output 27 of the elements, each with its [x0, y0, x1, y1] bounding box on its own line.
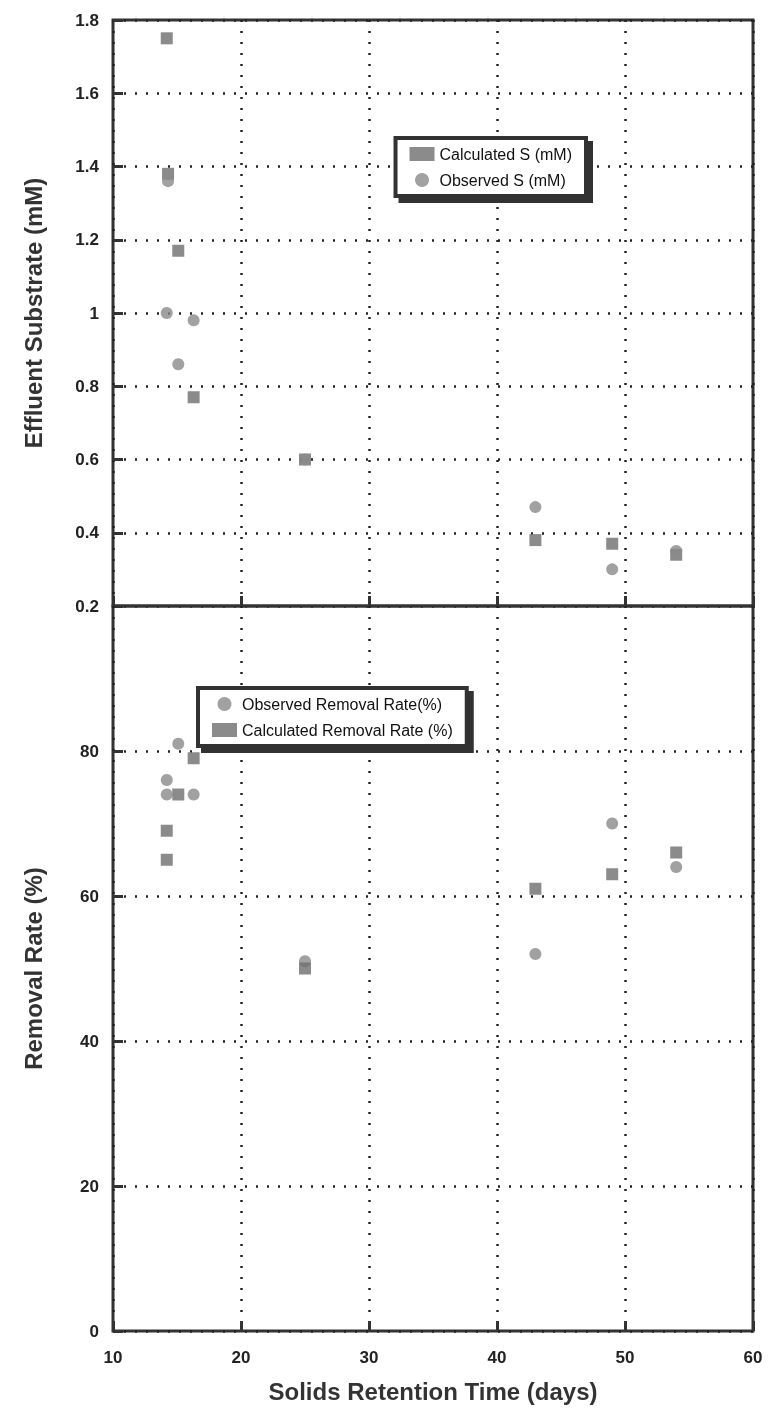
legend-label: Calculated Removal Rate (%) [242, 721, 453, 739]
legend-label: Observed S (mM) [439, 171, 566, 189]
y-tick-label: 0.2 [75, 596, 99, 616]
y-tick-label: 40 [80, 1031, 99, 1051]
y-tick-label: 1.6 [75, 83, 99, 103]
x-tick-label: 20 [231, 1348, 251, 1367]
y-tick-label: 1.2 [75, 230, 99, 250]
x-tick-label: 50 [615, 1348, 635, 1367]
y-axis-title: Removal Rate (%) [19, 867, 47, 1070]
y-tick-label: 0.4 [75, 523, 100, 543]
legend-label: Observed Removal Rate(%) [242, 695, 443, 713]
y-tick-label: 80 [80, 741, 99, 761]
legend-label: Calculated S (mM) [439, 145, 573, 163]
y-tick-label: 0.6 [75, 450, 99, 469]
x-axis-title: Solids Retention Time (days) [268, 1377, 598, 1405]
y-tick-label: 60 [80, 886, 99, 906]
y-tick-label: 1 [89, 303, 99, 323]
y-axis-title: Effluent Substrate (mM) [19, 177, 47, 449]
x-tick-label: 30 [359, 1348, 379, 1367]
y-tick-label: 0 [89, 1321, 99, 1341]
y-tick-label: 1.8 [75, 10, 99, 30]
x-tick-label: 40 [487, 1348, 507, 1367]
x-tick-label: 10 [103, 1348, 123, 1367]
y-tick-label: 0.8 [75, 376, 99, 396]
y-tick-label: 1.4 [75, 157, 100, 176]
y-tick-label: 20 [80, 1176, 99, 1196]
x-tick-label: 60 [743, 1348, 763, 1367]
